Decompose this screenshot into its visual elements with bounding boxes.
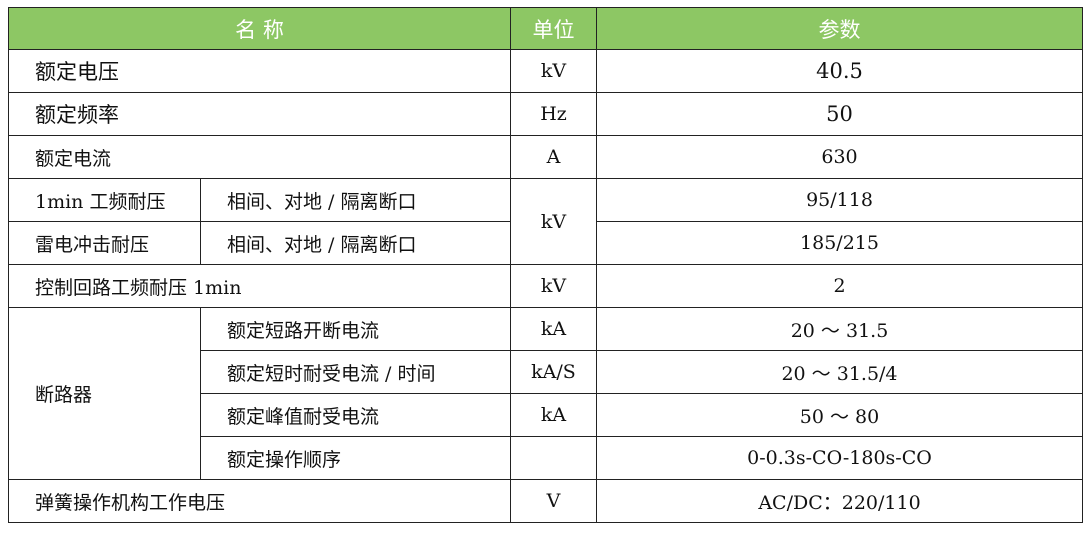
row-value: 95/118 — [596, 178, 1083, 222]
table-row: 1min 工频耐压 相间、对地 / 隔离断口 kV 95/118 — [8, 178, 1083, 265]
header-unit: 单位 — [510, 7, 597, 50]
row-value: 630 — [596, 135, 1083, 179]
row-unit: Hz — [510, 92, 597, 136]
row-value: 2 — [596, 264, 1083, 308]
row-value: 20 ～ 31.5 — [596, 307, 1083, 351]
table-row: 额定操作顺序 0-0.3s-CO-180s-CO — [9, 436, 1083, 480]
row-unit — [510, 436, 597, 480]
table-row: 额定频率 Hz 50 — [8, 92, 1083, 136]
row-unit: A — [510, 135, 597, 179]
row-unit: kV — [510, 49, 597, 93]
row-value: AC/DC：220/110 — [596, 479, 1083, 523]
table-row: 额定电流 A 630 — [8, 135, 1083, 179]
table-row: 额定短时耐受电流 / 时间 kA/S 20 ～ 31.5/4 — [9, 350, 1083, 394]
row-sub: 相间、对地 / 隔离断口 — [200, 221, 511, 265]
row-name: 弹簧操作机构工作电压 — [8, 479, 511, 523]
row-unit: kV — [510, 264, 597, 308]
row-sub: 额定操作顺序 — [200, 436, 511, 480]
header-name: 名 称 — [8, 7, 511, 50]
row-unit: kA — [510, 393, 597, 437]
row-name: 额定电压 — [8, 49, 511, 93]
row-unit: V — [510, 479, 597, 523]
table-row: 雷电冲击耐压 相间、对地 / 隔离断口 185/215 — [8, 221, 1083, 265]
header-param: 参数 — [596, 7, 1083, 50]
row-name: 雷电冲击耐压 — [8, 221, 201, 265]
row-unit: kA/S — [510, 350, 597, 394]
row-name: 控制回路工频耐压 1min — [8, 264, 511, 308]
row-name: 额定电流 — [8, 135, 511, 179]
row-value: 50 — [596, 92, 1083, 136]
row-value: 40.5 — [596, 49, 1083, 93]
table-row: 弹簧操作机构工作电压 V AC/DC：220/110 — [8, 479, 1083, 523]
row-sub: 额定峰值耐受电流 — [200, 393, 511, 437]
row-sub: 相间、对地 / 隔离断口 — [200, 178, 511, 222]
table-row: 断路器 额定短路开断电流 kA 20 ～ 31.5 — [8, 307, 1083, 480]
table-row: 额定峰值耐受电流 kA 50 ～ 80 — [9, 393, 1083, 437]
header-row: 名 称 单位 参数 — [8, 7, 1083, 50]
row-name: 1min 工频耐压 — [8, 178, 201, 222]
row-unit: kV — [510, 178, 597, 265]
row-value: 50 ～ 80 — [596, 393, 1083, 437]
row-unit: kA — [510, 307, 597, 351]
spec-table: 名 称 单位 参数 额定电压 kV 40.5 额定频率 Hz 50 额定电流 A… — [8, 7, 1083, 523]
row-name: 断路器 — [8, 307, 201, 480]
row-value: 20 ～ 31.5/4 — [596, 350, 1083, 394]
row-value: 0-0.3s-CO-180s-CO — [596, 436, 1083, 480]
table-row: 额定电压 kV 40.5 — [8, 49, 1083, 93]
row-sub: 额定短时耐受电流 / 时间 — [200, 350, 511, 394]
row-name: 额定频率 — [8, 92, 511, 136]
row-value: 185/215 — [596, 221, 1083, 265]
table-row: 控制回路工频耐压 1min kV 2 — [8, 264, 1083, 308]
row-sub: 额定短路开断电流 — [200, 307, 511, 351]
